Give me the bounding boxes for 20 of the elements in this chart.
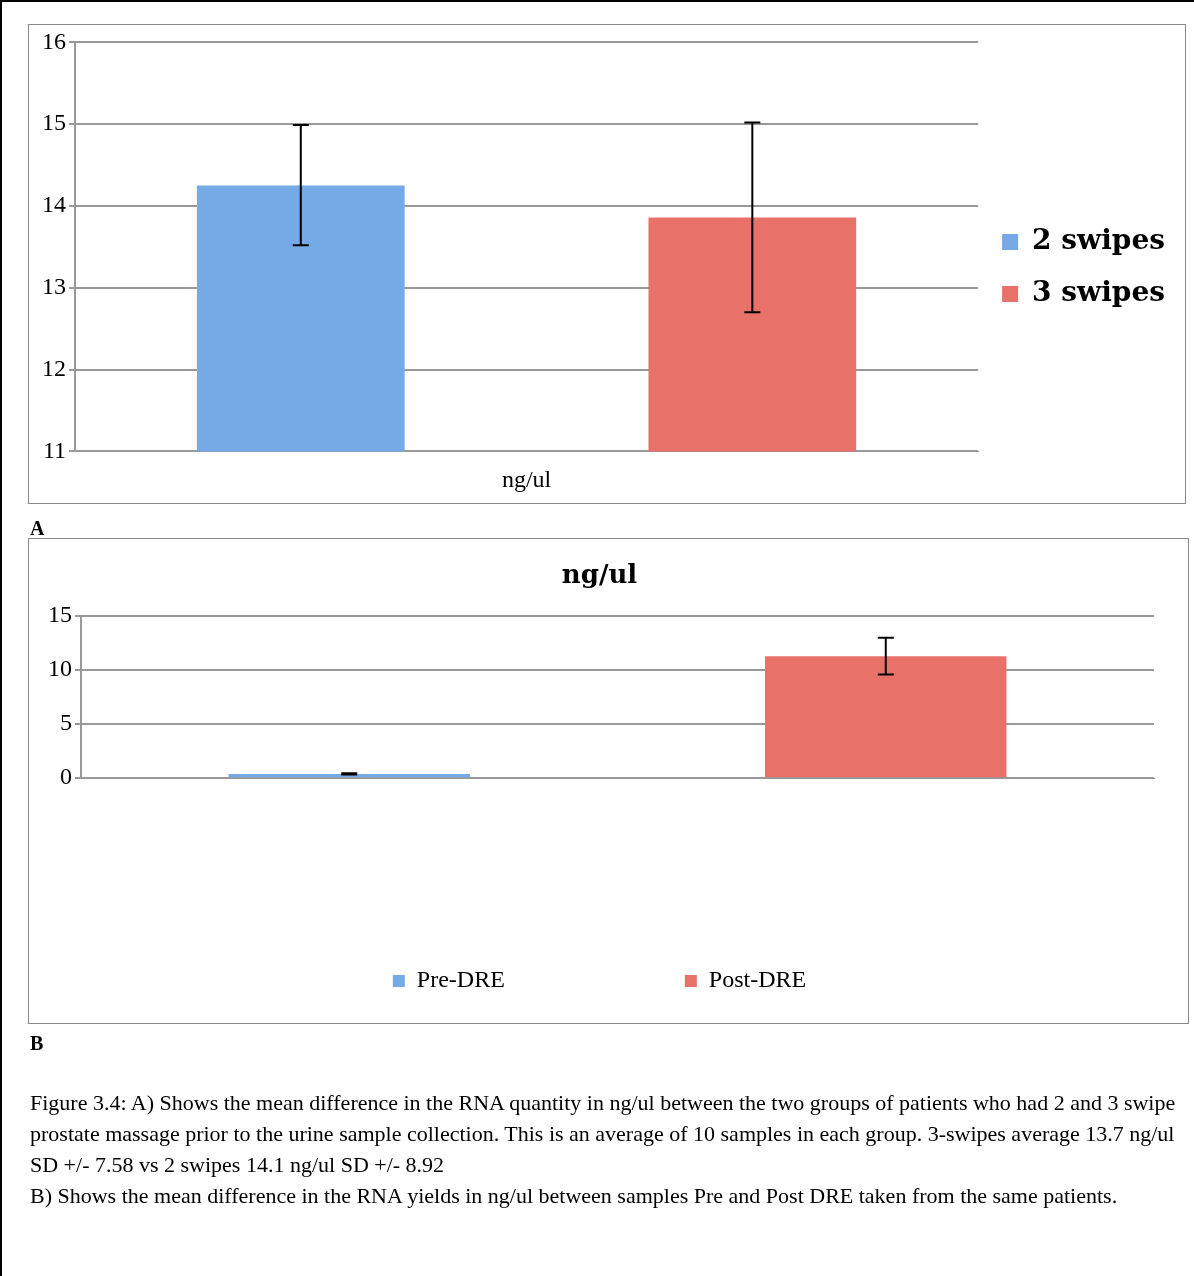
- legend-label: Pre-DRE: [416, 966, 505, 993]
- chart-title: ng/ul: [561, 559, 638, 590]
- legend-label: Post-DRE: [708, 966, 807, 993]
- y-tick-label: 11: [42, 436, 66, 463]
- text: B) Shows the mean difference in the RNA yields in ng/ul between samples Pre and Post DRE taken from the same patients.: [30, 1182, 1119, 1210]
- y-tick-label: 12: [42, 354, 66, 381]
- y-tick-label: 10: [48, 655, 72, 682]
- text: B: [30, 1032, 44, 1055]
- y-tick-label: 5: [60, 709, 72, 736]
- y-tick-label: 0: [60, 763, 72, 790]
- text: A: [30, 517, 45, 540]
- y-tick-label: 13: [42, 273, 66, 300]
- y-tick-label: 16: [42, 27, 66, 54]
- legend-label: 3 swipes: [1032, 275, 1165, 309]
- x-axis-title: ng/ul: [501, 465, 552, 492]
- legend-label: 2 swipes: [1032, 223, 1165, 257]
- y-tick-label: 14: [42, 191, 66, 218]
- y-tick-label: 15: [48, 601, 72, 628]
- y-tick-label: 15: [42, 109, 66, 136]
- caption: Figure 3.4: A) Shows the mean difference in the RNA quantity in ng/ul between the two groups of patients who had 2 and 3 swipe prostate massage prior to the urine sample collection. This is an average of 10 samples in each group. 3-swipes average 13.7 ng/ul SD +/- 7.58 vs 2 swipes 14.1 ng/ul SD +/- 8.92: [30, 1089, 1177, 1179]
